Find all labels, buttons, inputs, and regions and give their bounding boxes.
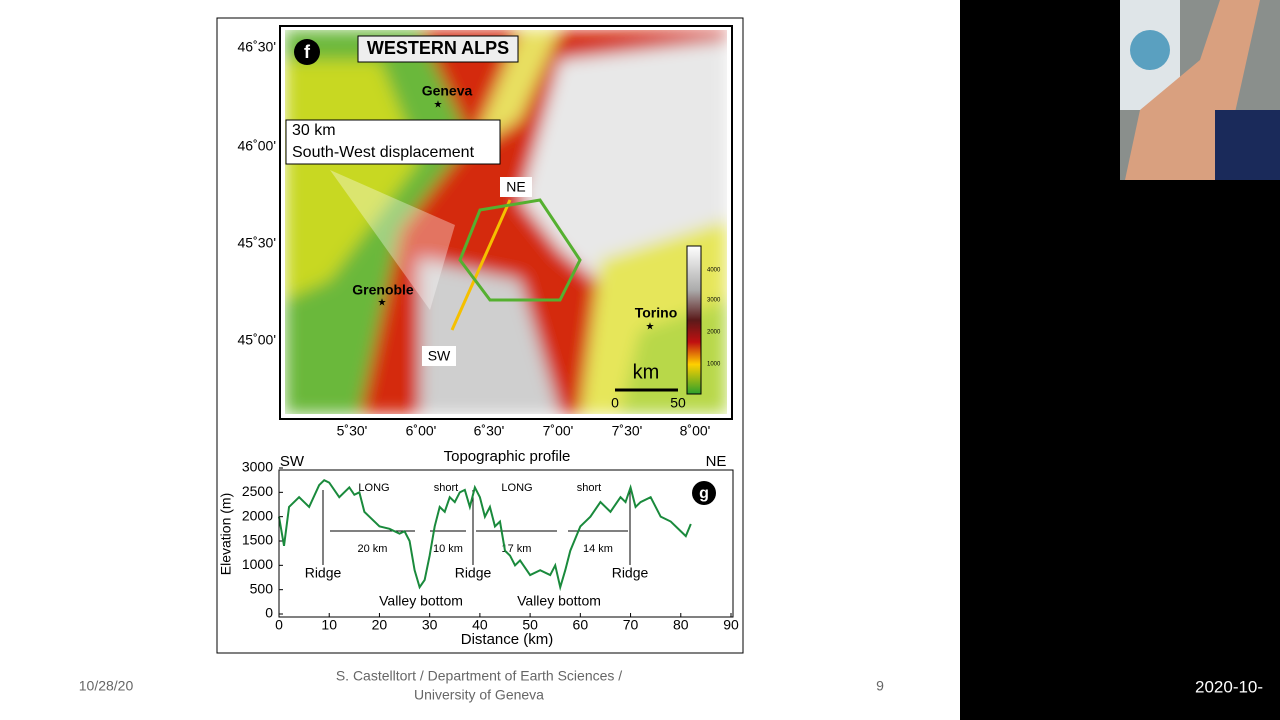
lon-label: 6˚30' <box>474 423 505 439</box>
lat-label: 45˚30' <box>238 235 276 251</box>
spacing-label: LONG <box>501 482 532 494</box>
panel-label: g <box>699 485 709 502</box>
x-axis-label: Distance (km) <box>461 631 554 648</box>
footer: S. Castelltort / Department of Earth Sci… <box>336 668 622 684</box>
colorbar-tick: 3000 <box>707 298 721 304</box>
ridge-label: Ridge <box>305 565 342 581</box>
profile-frame <box>278 469 734 618</box>
spacing-label: LONG <box>358 482 389 494</box>
ne-box <box>500 177 532 197</box>
panel-badge <box>692 481 716 505</box>
lon-label: 5˚30' <box>337 423 368 439</box>
y-tick-label: 500 <box>250 580 274 596</box>
lon-label: 8˚00' <box>680 423 711 439</box>
x-tick-label: 10 <box>321 617 337 633</box>
city-label: Geneva <box>422 83 473 99</box>
ridge-label: Ridge <box>612 565 649 581</box>
timestamp: 2020-10- <box>1195 677 1263 696</box>
colorbar-tick: 2000 <box>707 330 721 336</box>
distance-label: 20 km <box>358 543 388 555</box>
panel-badge <box>294 39 320 65</box>
spacing-label: short <box>434 482 458 494</box>
end-label: SW <box>280 453 305 470</box>
x-tick-label: 70 <box>623 617 639 633</box>
map-title: WESTERN ALPS <box>367 38 509 58</box>
y-axis-label: Elevation (m) <box>218 493 234 575</box>
profile-line <box>278 478 692 592</box>
valley-label: Valley bottom <box>379 593 463 609</box>
callout: 30 km <box>292 122 336 139</box>
title-box <box>357 35 519 63</box>
lat-label: 45˚00' <box>238 332 276 348</box>
ridge-label: Ridge <box>455 565 492 581</box>
y-tick-label: 1000 <box>242 556 273 572</box>
x-tick-label: 30 <box>422 617 438 633</box>
sw-box <box>422 346 456 366</box>
callout: South-West displacement <box>292 144 475 161</box>
x-tick-label: 0 <box>275 617 283 633</box>
lon-label: 7˚00' <box>543 423 574 439</box>
sw-label: SW <box>428 348 451 364</box>
lon-label: 7˚30' <box>612 423 643 439</box>
ne-label: NE <box>506 179 525 195</box>
distance-label: 14 km <box>583 543 613 555</box>
x-tick-label: 40 <box>472 617 488 633</box>
lat-label: 46˚00' <box>238 138 276 154</box>
map <box>279 25 733 420</box>
webcam <box>1120 0 1280 180</box>
valley-label: Valley bottom <box>517 593 601 609</box>
y-tick-label: 1500 <box>242 532 273 548</box>
x-tick-label: 60 <box>573 617 589 633</box>
page-number: 9 <box>876 678 884 694</box>
x-tick-label: 90 <box>723 617 739 633</box>
end-label: NE <box>706 453 727 470</box>
callout-box <box>285 119 501 165</box>
city-label: Torino <box>635 305 678 321</box>
spacing-label: short <box>577 482 601 494</box>
date: 10/28/20 <box>79 678 134 694</box>
city-star: ★ <box>646 322 655 333</box>
distance-label: 17 km <box>502 543 532 555</box>
panel-label: f <box>304 42 311 62</box>
colorbar-tick: 4000 <box>707 268 721 274</box>
y-tick-label: 2000 <box>242 507 273 523</box>
scale-label: 50 <box>670 395 686 411</box>
colorbar-tick: 1000 <box>707 362 721 368</box>
scale-unit: km <box>633 361 660 383</box>
lon-label: 6˚00' <box>406 423 437 439</box>
x-tick-label: 20 <box>372 617 388 633</box>
city-star: ★ <box>378 298 387 309</box>
y-tick-label: 2500 <box>242 483 273 499</box>
x-tick-label: 80 <box>673 617 689 633</box>
x-tick-label: 50 <box>522 617 538 633</box>
scale-label: 0 <box>611 395 619 411</box>
city-label: Grenoble <box>352 282 414 298</box>
distance-label: 10 km <box>433 543 463 555</box>
chart-title: Topographic profile <box>444 448 571 465</box>
y-tick-label: 0 <box>265 605 273 621</box>
y-tick-label: 3000 <box>242 459 273 475</box>
footer: University of Geneva <box>414 687 544 703</box>
city-star: ★ <box>434 100 443 111</box>
lat-label: 46˚30' <box>238 39 276 55</box>
